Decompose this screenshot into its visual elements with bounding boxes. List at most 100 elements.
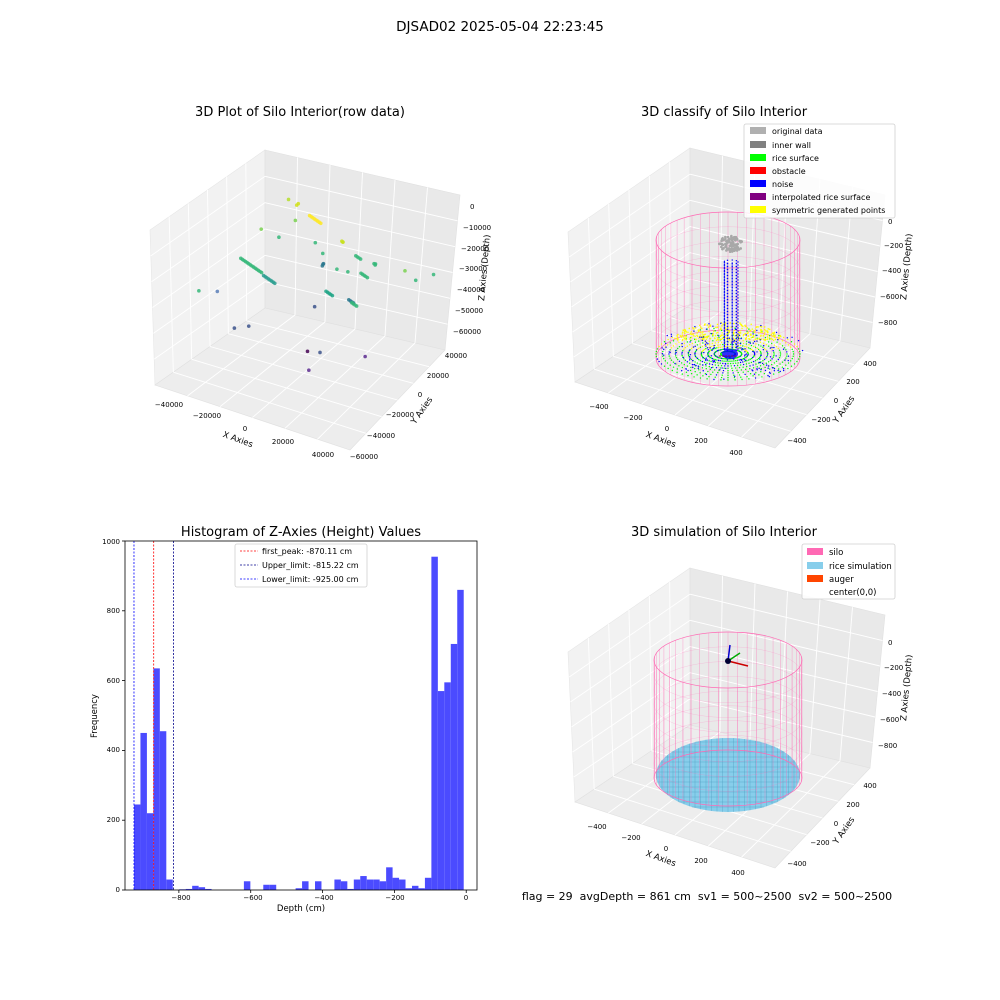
rice-surface-point xyxy=(660,363,663,365)
rice-surface-point xyxy=(762,342,765,345)
symmetric-generated-point xyxy=(703,333,705,336)
noise-point xyxy=(787,355,790,357)
legend-label-inner-wall: inner wall xyxy=(772,141,811,150)
noise-point xyxy=(681,345,683,348)
rice-surface-point xyxy=(681,351,683,354)
rice-surface-point xyxy=(709,368,712,371)
noise-point xyxy=(720,322,722,325)
rice-surface-point xyxy=(779,351,782,353)
histogram-bars xyxy=(133,556,464,890)
noise-point xyxy=(691,359,694,362)
legend-swatch-noise xyxy=(750,180,766,187)
noise-point xyxy=(723,317,726,320)
rice-surface-point xyxy=(705,365,707,367)
raw-data-point xyxy=(358,257,363,261)
rice-surface-point xyxy=(767,374,769,377)
symmetric-generated-point xyxy=(773,331,776,334)
rice-surface-point xyxy=(792,353,795,355)
symmetric-generated-point xyxy=(754,338,757,340)
rice-surface-point xyxy=(724,365,726,367)
rice-surface-point xyxy=(666,362,669,364)
rice-surface-point xyxy=(735,362,737,364)
histogram-bar xyxy=(243,881,251,890)
rice-surface-point xyxy=(777,347,779,350)
noise-point xyxy=(737,300,739,302)
noise-point xyxy=(753,340,756,343)
rice-surface-point xyxy=(710,373,712,376)
histogram-xlabel: Depth (cm) xyxy=(277,904,325,914)
rice-surface-point xyxy=(712,366,714,368)
noise-point xyxy=(735,332,738,334)
rice-surface-point xyxy=(719,349,722,351)
rice-surface-point xyxy=(694,371,696,373)
rice-surface-point xyxy=(757,348,760,351)
rice-surface-point xyxy=(724,358,727,360)
rice-surface-point xyxy=(722,372,724,374)
noise-point xyxy=(723,342,726,345)
symmetric-generated-point xyxy=(741,325,744,327)
noise-point xyxy=(723,348,726,351)
noise-point xyxy=(726,277,729,279)
noise-point xyxy=(704,340,707,342)
rice-surface-point xyxy=(738,366,741,369)
rice-surface-point xyxy=(786,351,788,353)
rice-surface-point xyxy=(785,364,787,366)
symmetric-generated-point xyxy=(774,338,777,341)
rice-surface-point xyxy=(764,339,766,342)
noise-point xyxy=(723,345,726,348)
rice-surface-point xyxy=(786,355,788,357)
symmetric-generated-point xyxy=(719,338,722,341)
symmetric-generated-point xyxy=(683,336,685,338)
original-data-point xyxy=(725,249,728,252)
legend-swatch-rice-surface xyxy=(750,154,766,161)
raw-y-tick-label: 20000 xyxy=(427,372,449,380)
rice-surface-point xyxy=(690,372,693,375)
raw-z-tick-label: −20000 xyxy=(461,245,489,253)
symmetric-generated-point xyxy=(681,334,684,337)
raw-data-point xyxy=(363,354,367,359)
rice-surface-point xyxy=(773,370,776,372)
rice-surface-point xyxy=(716,359,718,361)
rice-surface-point xyxy=(763,333,766,336)
raw-data-point xyxy=(321,262,325,267)
rice-surface-point xyxy=(766,354,769,357)
noise-point xyxy=(769,372,771,375)
raw-data-point xyxy=(354,304,359,308)
noise-point xyxy=(726,274,729,276)
noise-point xyxy=(760,368,762,371)
rice-surface-point xyxy=(694,341,697,343)
rice-surface-point xyxy=(778,357,781,359)
symmetric-generated-point xyxy=(698,324,701,327)
noise-point xyxy=(782,348,785,350)
noise-point xyxy=(737,306,739,308)
noise-point xyxy=(705,328,708,330)
rice-surface-point xyxy=(722,369,725,372)
noise-point xyxy=(737,348,739,350)
histogram-bar xyxy=(133,804,141,890)
noise-point xyxy=(784,359,786,361)
original-data-point xyxy=(724,242,727,246)
raw-data-point xyxy=(330,293,335,298)
noise-point xyxy=(731,310,733,312)
histogram-bar xyxy=(418,888,425,890)
rice-surface-point xyxy=(742,342,745,345)
noise-point xyxy=(726,331,729,333)
symmetric-generated-point xyxy=(750,323,753,326)
symmetric-generated-point xyxy=(685,336,687,338)
rice-surface-point xyxy=(669,357,671,359)
symmetric-generated-point xyxy=(771,335,774,337)
histogram-bar xyxy=(392,877,400,890)
panel-classify-3d: 3D classify of Silo Interior −400 −200 0… xyxy=(567,105,915,457)
rice-surface-point xyxy=(713,369,716,371)
noise-point xyxy=(726,325,729,327)
gridline xyxy=(414,187,428,344)
rice-surface-point xyxy=(710,345,712,348)
rice-surface-point xyxy=(674,353,677,355)
histogram-bar xyxy=(263,884,270,890)
rice-surface-point xyxy=(686,361,689,363)
rice-surface-point xyxy=(708,330,710,333)
noise-point xyxy=(737,282,739,284)
noise-point xyxy=(731,283,733,285)
noise-point xyxy=(726,316,729,318)
rice-surface-point xyxy=(767,341,770,343)
